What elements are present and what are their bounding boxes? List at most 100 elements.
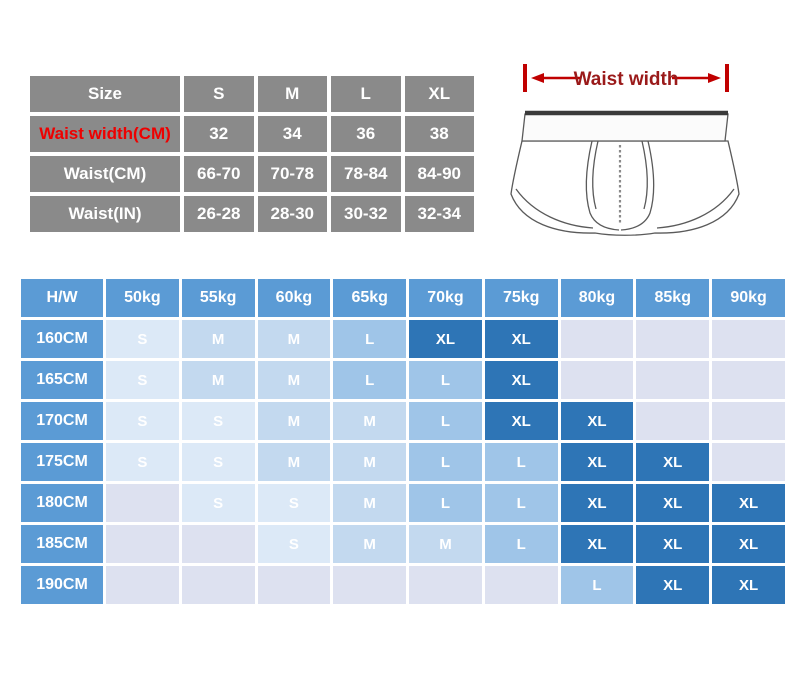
size-cell: XL <box>636 525 710 563</box>
size-cell: S <box>257 525 331 563</box>
size-cell: M <box>181 320 255 358</box>
size-cell: L <box>333 320 407 358</box>
spec-row: Size S M L XL <box>30 76 474 112</box>
size-cell: S <box>257 484 331 522</box>
weight-header-cell: 85kg <box>636 279 710 317</box>
size-cell <box>106 566 179 604</box>
size-cell <box>712 320 785 358</box>
size-cell: M <box>257 402 331 440</box>
spec-row-label: Waist width(CM) <box>30 116 180 152</box>
height-header-cell: 190CM <box>21 566 103 604</box>
weight-header-cell: 80kg <box>560 279 634 317</box>
spec-row: Waist width(CM) 32 34 36 38 <box>30 116 474 152</box>
weight-header-cell: 65kg <box>333 279 407 317</box>
size-cell: M <box>333 443 407 481</box>
spec-value-cell: 30-32 <box>331 196 401 232</box>
arrowhead-right-icon <box>708 73 721 83</box>
size-cell: S <box>181 402 255 440</box>
hw-row: 170CM S S M M L XL XL <box>21 402 785 440</box>
size-cell: L <box>484 484 558 522</box>
height-header-cell: 165CM <box>21 361 103 399</box>
weight-header-cell: 75kg <box>484 279 558 317</box>
size-cell: L <box>409 443 482 481</box>
weight-header-cell: 70kg <box>409 279 482 317</box>
hw-row: 160CM S M M L XL XL <box>21 320 785 358</box>
size-cell: S <box>181 484 255 522</box>
hw-row: 175CM S S M M L L XL XL <box>21 443 785 481</box>
size-cell: S <box>106 443 179 481</box>
size-cell <box>712 402 785 440</box>
size-cell: S <box>106 320 179 358</box>
size-cell: XL <box>560 402 634 440</box>
spec-value-cell: 26-28 <box>184 196 254 232</box>
size-cell: XL <box>636 443 710 481</box>
waist-width-diagram: Waist width <box>492 55 792 255</box>
measure-bar-left <box>523 64 527 92</box>
hw-row: 165CM S M M L L XL <box>21 361 785 399</box>
size-cell: M <box>409 525 482 563</box>
spec-row-label: Waist(IN) <box>30 196 180 232</box>
spec-row: Waist(IN) 26-28 28-30 30-32 32-34 <box>30 196 474 232</box>
briefs-illustration: Waist width <box>510 64 740 236</box>
size-cell: M <box>333 484 407 522</box>
size-cell <box>181 525 255 563</box>
hw-row: 190CM L XL XL <box>21 566 785 604</box>
hw-row: 180CM S S M L L XL XL XL <box>21 484 785 522</box>
spec-row-label: Size <box>30 76 180 112</box>
size-cell: XL <box>560 525 634 563</box>
size-cell <box>257 566 331 604</box>
height-header-cell: 180CM <box>21 484 103 522</box>
spec-value-cell: 28-30 <box>257 196 327 232</box>
height-weight-table: H/W 50kg 55kg 60kg 65kg 70kg 75kg 80kg 85kg 90kg 1… <box>18 276 788 607</box>
weight-header-cell: 55kg <box>181 279 255 317</box>
hw-header-row: H/W 50kg 55kg 60kg 65kg 70kg 75kg 80kg 85kg 90kg <box>21 279 785 317</box>
size-cell: XL <box>636 484 710 522</box>
size-cell: S <box>181 443 255 481</box>
weight-header-cell: 90kg <box>712 279 785 317</box>
spec-value-cell: 78-84 <box>331 156 401 192</box>
weight-header-cell: 50kg <box>106 279 179 317</box>
size-cell: L <box>333 361 407 399</box>
size-cell: L <box>409 402 482 440</box>
spec-value-cell: 32 <box>184 116 254 152</box>
spec-value-cell: 36 <box>331 116 401 152</box>
spec-row: Waist(CM) 66-70 70-78 78-84 84-90 <box>30 156 474 192</box>
size-cell: M <box>257 361 331 399</box>
arrowhead-left-icon <box>531 73 544 83</box>
hw-row: 185CM S M M L XL XL XL <box>21 525 785 563</box>
size-cell: XL <box>712 484 785 522</box>
height-header-cell: 185CM <box>21 525 103 563</box>
spec-value-cell: 38 <box>404 116 474 152</box>
size-cell: M <box>333 525 407 563</box>
size-cell <box>636 402 710 440</box>
size-cell <box>636 320 710 358</box>
spec-value-cell: 66-70 <box>184 156 254 192</box>
size-cell <box>560 320 634 358</box>
hw-corner-cell: H/W <box>21 279 103 317</box>
spec-value-cell: 70-78 <box>257 156 327 192</box>
briefs-outline <box>510 110 740 236</box>
size-cell: XL <box>484 320 558 358</box>
size-cell: L <box>484 443 558 481</box>
size-cell: M <box>257 320 331 358</box>
spec-value-cell: XL <box>404 76 474 112</box>
size-cell: L <box>560 566 634 604</box>
size-cell: XL <box>560 443 634 481</box>
size-cell <box>712 361 785 399</box>
weight-header-cell: 60kg <box>257 279 331 317</box>
size-cell: XL <box>560 484 634 522</box>
size-cell <box>484 566 558 604</box>
size-cell: M <box>333 402 407 440</box>
size-cell <box>409 566 482 604</box>
size-cell: XL <box>636 566 710 604</box>
size-cell: S <box>106 361 179 399</box>
size-cell: XL <box>409 320 482 358</box>
size-cell <box>106 525 179 563</box>
size-cell: M <box>181 361 255 399</box>
height-header-cell: 160CM <box>21 320 103 358</box>
spec-value-cell: 32-34 <box>404 196 474 232</box>
size-cell: M <box>257 443 331 481</box>
size-cell: XL <box>712 525 785 563</box>
size-cell: S <box>106 402 179 440</box>
